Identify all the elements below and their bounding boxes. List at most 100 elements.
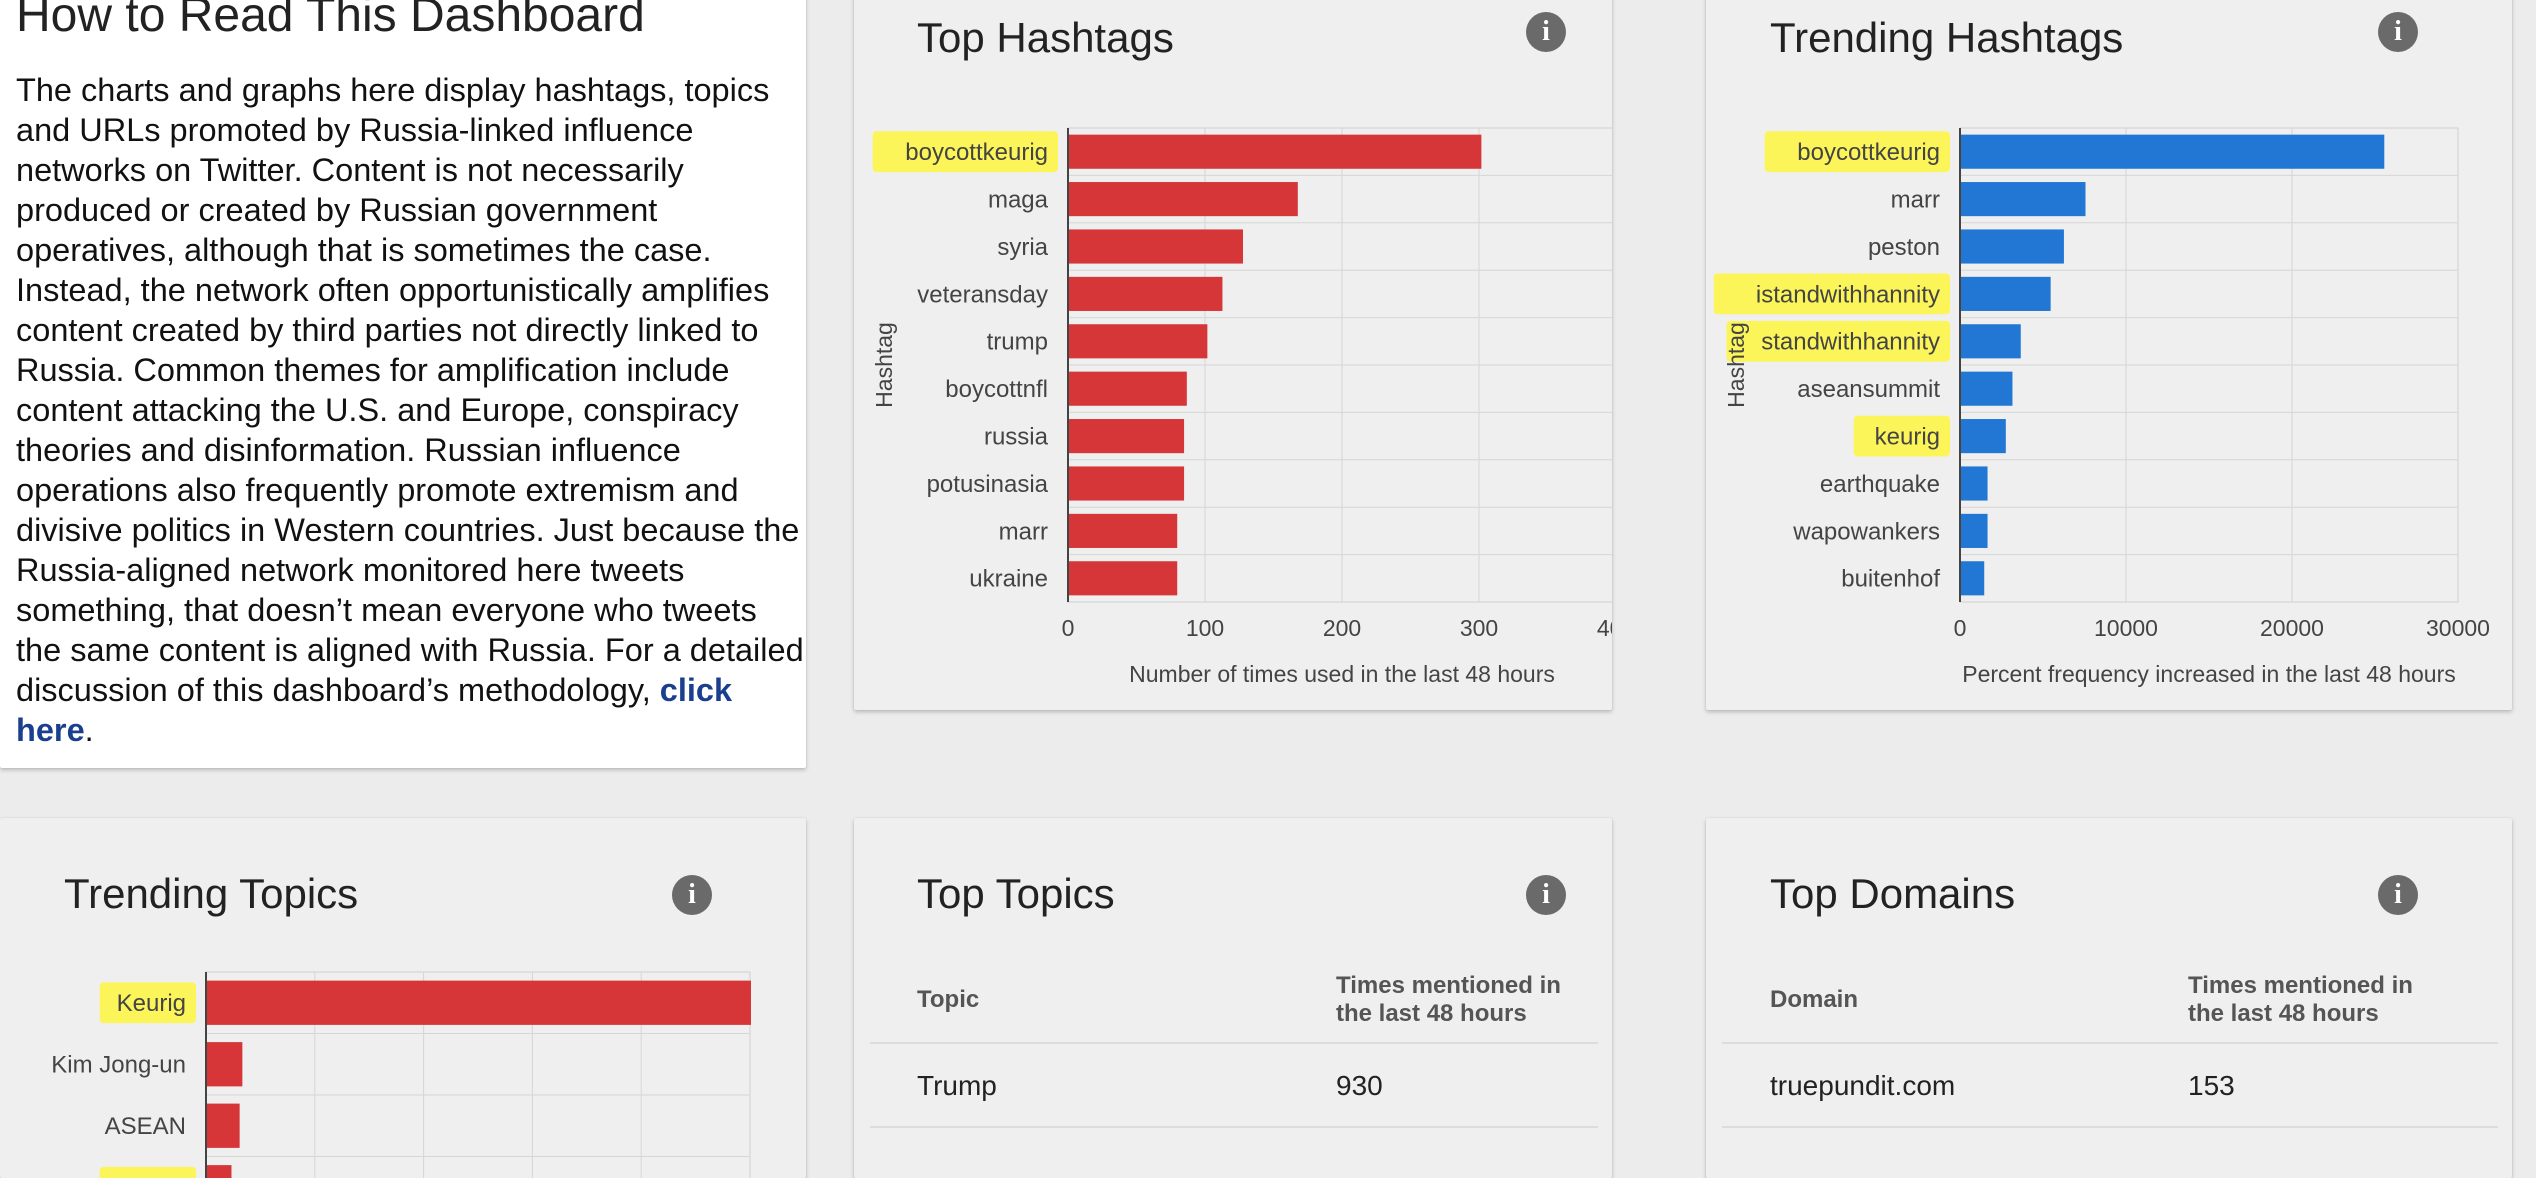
howto-card: How to Read This Dashboard The charts an… [0, 0, 806, 768]
category-label: istandwithhannity [1756, 281, 1940, 308]
divider [870, 1126, 1598, 1128]
bar [1069, 561, 1178, 596]
tick-label: 20000 [2260, 615, 2324, 641]
category-label: trump [987, 329, 1048, 356]
column-header-times-mentioned: Times mentioned in the last 48 hours [1336, 972, 1561, 1027]
top-hashtags-chart: boycottkeurig maga syria veteransday trump bo… [871, 127, 1612, 687]
category-label: maga [988, 187, 1049, 214]
category-label: boycottnfl [945, 376, 1048, 403]
card-title: Top Hashtags [917, 14, 1174, 61]
label-highlight [872, 131, 1058, 173]
category-label: keurig [1875, 424, 1940, 451]
bar [1961, 182, 2086, 217]
label-highlight [1853, 415, 1950, 457]
top-domains-card: Top Domains i Domain Times mentioned in … [1706, 818, 2512, 1178]
bar [1069, 276, 1223, 311]
category-label: syria [997, 234, 1048, 261]
category-label: aseansummit [1797, 376, 1940, 403]
info-icon[interactable]: i [672, 875, 712, 915]
bar [1961, 561, 1985, 596]
top-topics-card: Top Topics i Topic Times mentioned in th… [854, 818, 1612, 1178]
bar [1961, 324, 2021, 359]
trending-topics-card: Trending Topics i Keurig Kim Jong-un ASEAN… [0, 818, 806, 1178]
trending-hashtags-chart: boycottkeurig marr peston istandwithhannity… [1713, 127, 2490, 687]
category-label: potusinasia [927, 471, 1049, 498]
category-label: peston [1868, 234, 1940, 261]
category-label: buitenhof [1841, 566, 1940, 593]
divider [870, 1042, 1598, 1044]
card-title: Top Domains [1770, 870, 2016, 917]
bar [207, 1103, 240, 1148]
tick-label: 300 [1460, 615, 1498, 641]
category-label: ukraine [969, 566, 1048, 593]
info-icon[interactable]: i [1526, 12, 1566, 52]
bar [1961, 134, 2385, 169]
tick-label: 30000 [2426, 615, 2490, 641]
bar [1961, 513, 1988, 548]
category-label: Keurig [117, 990, 186, 1017]
label-highlight [1726, 320, 1950, 362]
bar [1069, 419, 1185, 454]
bar [1069, 371, 1187, 406]
bar [1961, 466, 1988, 501]
category-label: boycottkeurig [1797, 139, 1940, 166]
bar [1069, 134, 1482, 169]
label-highlight [99, 982, 196, 1024]
bar [207, 1165, 232, 1178]
howto-text: The charts and graphs here display hasht… [16, 70, 806, 750]
info-icon[interactable]: i [1526, 875, 1566, 915]
bar [1069, 182, 1298, 217]
x-axis-label: Number of times used in the last 48 hour… [1129, 661, 1555, 687]
tick-label: 200 [1323, 615, 1361, 641]
x-axis-label: Percent frequency increased in the last … [1962, 661, 2456, 687]
bar [1069, 324, 1208, 359]
card-title: Trending Hashtags [1770, 14, 2124, 61]
bar [1069, 466, 1185, 501]
y-axis-label: Hashtag [871, 322, 897, 408]
bar [207, 1042, 243, 1087]
divider [1722, 1042, 2498, 1044]
tick-label: 10000 [2094, 615, 2158, 641]
bar [1961, 229, 2064, 264]
info-icon[interactable]: i [2378, 875, 2418, 915]
info-icon[interactable]: i [2378, 12, 2418, 52]
category-label: ASEAN [105, 1113, 186, 1140]
bar [1961, 371, 2013, 406]
trending-hashtags-card: Trending Hashtags i boycottkeurig marr pes… [1706, 0, 2512, 710]
label-highlight [1713, 273, 1950, 315]
tick-label: 0 [1954, 615, 1967, 641]
tick-label: 400 [1597, 615, 1612, 641]
category-label: Kim Jong-un [51, 1052, 186, 1079]
top-hashtags-card: Top Hashtags i boycottkeurig maga syria vet… [854, 0, 1612, 710]
table-cell-count: 930 [1336, 1070, 1383, 1101]
divider [1722, 1126, 2498, 1128]
category-label: veteransday [917, 281, 1048, 308]
category-label: coffee [121, 1175, 186, 1178]
bar [1961, 419, 2006, 454]
y-axis-label: Hashtag [1723, 322, 1749, 408]
table-cell-domain: truepundit.com [1770, 1070, 1956, 1101]
column-header-domain: Domain [1770, 986, 1859, 1013]
category-label: marr [999, 518, 1048, 545]
tick-label: 0 [1062, 615, 1075, 641]
table-cell-topic: Trump [917, 1070, 997, 1101]
category-label: boycottkeurig [905, 139, 1048, 166]
trending-topics-chart: Keurig Kim Jong-un ASEAN coffee [51, 971, 751, 1178]
category-label: russia [984, 424, 1049, 451]
howto-end: . [84, 712, 94, 748]
label-highlight [1764, 131, 1950, 173]
column-header-times-mentioned: Times mentioned in the last 48 hours [2188, 972, 2413, 1027]
tick-label: 100 [1186, 615, 1224, 641]
methodology-link[interactable]: click here [16, 672, 733, 748]
column-header-topic: Topic [917, 986, 980, 1013]
category-label: standwithhannity [1761, 329, 1940, 356]
category-label: marr [1891, 187, 1940, 214]
table-cell-count: 153 [2188, 1070, 2235, 1101]
howto-title: How to Read This Dashboard [16, 0, 645, 42]
card-title: Trending Topics [64, 870, 359, 917]
category-label: earthquake [1820, 471, 1940, 498]
bar [1961, 276, 2051, 311]
bar [1069, 229, 1243, 264]
category-label: wapowankers [1792, 518, 1940, 545]
bar [207, 980, 751, 1025]
